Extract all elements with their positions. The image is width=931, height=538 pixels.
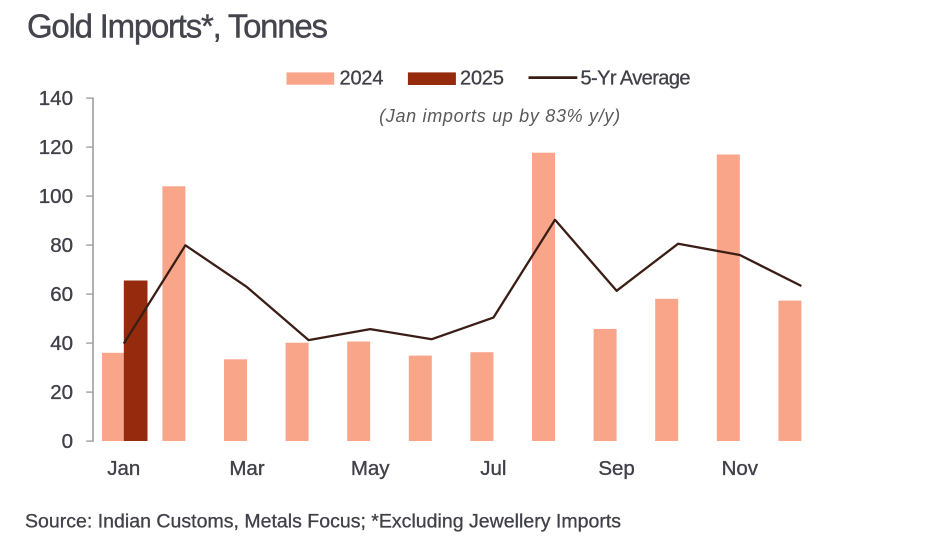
svg-text:0: 0 bbox=[62, 430, 73, 453]
svg-text:Gold Imports*, Tonnes: Gold Imports*, Tonnes bbox=[27, 8, 328, 45]
svg-text:Sep: Sep bbox=[598, 457, 634, 480]
svg-text:2025: 2025 bbox=[460, 68, 504, 90]
svg-text:120: 120 bbox=[39, 136, 73, 159]
svg-text:May: May bbox=[351, 457, 390, 480]
svg-text:Mar: Mar bbox=[229, 457, 264, 480]
svg-text:140: 140 bbox=[39, 87, 73, 110]
svg-text:2024: 2024 bbox=[340, 68, 384, 90]
svg-text:80: 80 bbox=[50, 234, 73, 257]
svg-text:Nov: Nov bbox=[722, 457, 759, 480]
svg-text:20: 20 bbox=[50, 381, 73, 404]
svg-text:60: 60 bbox=[50, 283, 73, 306]
svg-text:40: 40 bbox=[50, 332, 73, 355]
svg-text:Jul: Jul bbox=[480, 457, 506, 480]
svg-text:(Jan imports up by 83% y/y): (Jan imports up by 83% y/y) bbox=[379, 106, 620, 126]
svg-text:Jan: Jan bbox=[107, 457, 140, 480]
svg-text:Source: Indian Customs, Metals: Source: Indian Customs, Metals Focus; *E… bbox=[25, 511, 621, 533]
svg-text:100: 100 bbox=[39, 185, 73, 208]
svg-text:5-Yr Average: 5-Yr Average bbox=[581, 68, 691, 90]
